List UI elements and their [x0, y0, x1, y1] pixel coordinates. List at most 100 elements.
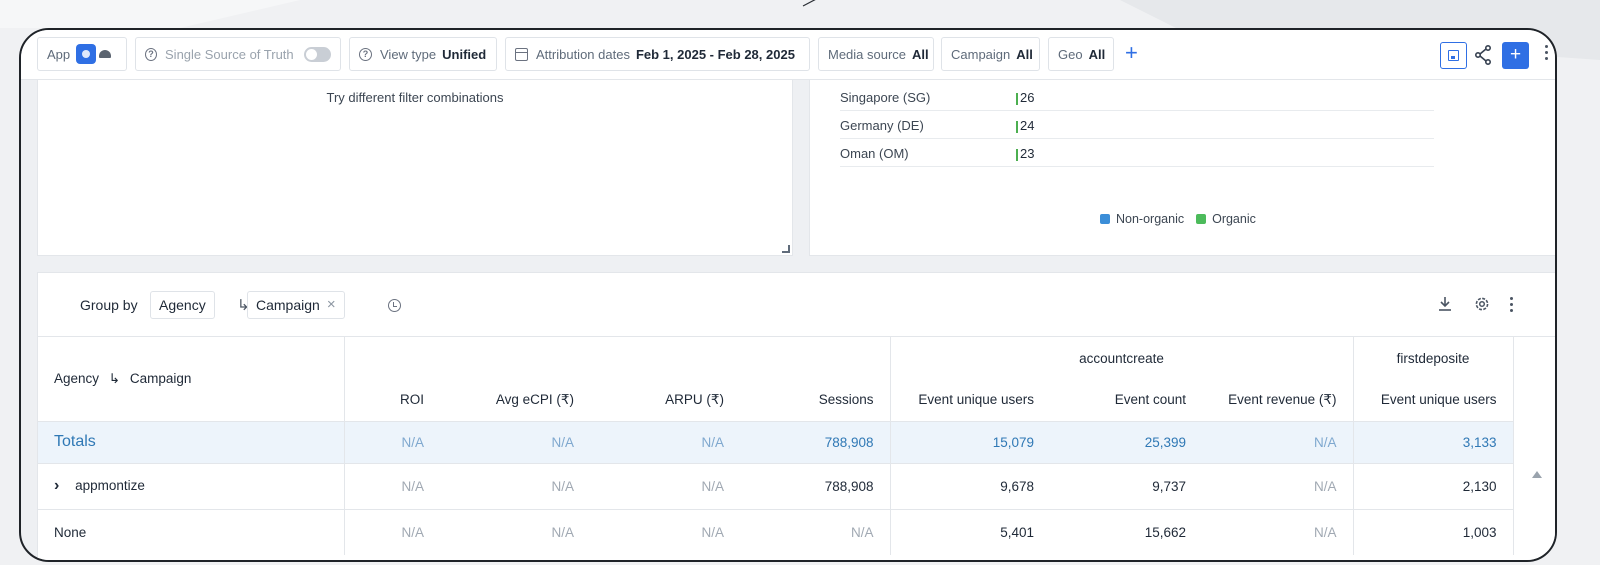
cell-ecpi: N/A [440, 508, 590, 555]
legend-non-organic[interactable]: Non-organic [1116, 212, 1185, 226]
remove-group-icon[interactable]: × [326, 296, 336, 313]
legend-swatch-organic [1196, 214, 1207, 224]
col-ecpi[interactable]: Avg eCPI (₹) [495, 391, 574, 407]
geo-name: Oman (OM) [840, 146, 909, 161]
legend-organic[interactable]: Organic [1212, 212, 1256, 226]
view-type-value: Unified [442, 46, 487, 62]
col-fd-users[interactable]: Event unique users [1353, 379, 1514, 421]
geo-row: Oman (OM) 23 [840, 139, 1434, 167]
cell-ac-count: 25,399 [1050, 420, 1202, 463]
scroll-up-arrow-icon[interactable] [1532, 471, 1542, 478]
cell-arpu: N/A [590, 508, 740, 555]
more-options-icon[interactable] [1545, 45, 1549, 65]
row-label: appmontize [75, 478, 145, 493]
totals-label: Totals [38, 420, 345, 463]
android-icon [99, 50, 112, 58]
cell-ecpi: N/A [440, 420, 590, 463]
subgroup-arrow-icon: ↳ [108, 370, 121, 386]
table-group-header-row: Agency ↳ Campaign accountcreate firstdep… [38, 337, 1514, 421]
calendar-icon [515, 47, 528, 61]
group-by-agency-label: Agency [159, 297, 206, 313]
add-filter-button[interactable]: + [1125, 40, 1138, 65]
row-label-cell: None [38, 508, 345, 555]
ssot-toggle[interactable] [303, 46, 331, 62]
cell-arpu: N/A [590, 462, 740, 509]
totals-row: Totals N/A N/A N/A 788,908 15,079 25,399… [38, 420, 1514, 463]
help-icon: ? [145, 47, 158, 61]
cell-ac-users: 15,079 [890, 420, 1050, 463]
geo-breakdown-panel: Singapore (SG) 26 Germany (DE) 24 Oman (… [809, 80, 1555, 256]
subgroup-arrow-icon: ↳ [237, 297, 250, 314]
geo-value: 26 [1020, 90, 1035, 105]
cell-ac-users: 5,401 [890, 508, 1050, 555]
geo-bar [1016, 149, 1018, 161]
app-label: App [47, 46, 71, 62]
view-type-filter[interactable]: ? View type Unified [349, 37, 497, 71]
col-ac-revenue[interactable]: Event revenue (₹) [1202, 379, 1354, 421]
table-header-row: ROI Avg eCPI (₹) ARPU (₹) Sessions Event… [38, 379, 1514, 421]
gear-icon[interactable] [1473, 295, 1491, 313]
cell-ac-users: 9,678 [890, 462, 1050, 509]
cell-fd-users: 3,133 [1353, 420, 1514, 463]
campaign-value: All [1016, 46, 1033, 62]
empty-state-panel: Try different filter combinations [37, 80, 793, 256]
group-by-agency-chip[interactable]: Agency [150, 291, 215, 319]
cell-sessions: 788,908 [740, 462, 891, 509]
col-sessions[interactable]: Sessions [740, 379, 891, 421]
legend-swatch-non-organic [1100, 214, 1110, 224]
media-source-value: All [912, 46, 929, 62]
download-icon[interactable] [1438, 295, 1452, 313]
cell-fd-users: 1,003 [1353, 508, 1514, 555]
ungrouped-header-cell [344, 337, 891, 379]
ssot-toggle-chip[interactable]: ? Single Source of Truth [135, 37, 341, 71]
empty-state-message: Try different filter combinations [326, 90, 504, 105]
col-ac-count[interactable]: Event count [1114, 392, 1186, 408]
col-ac-users[interactable]: Event unique users [918, 392, 1034, 408]
add-widget-button[interactable]: + [1502, 42, 1529, 69]
resize-handle-icon[interactable] [782, 245, 790, 253]
table-row[interactable]: None N/A N/A N/A N/A 5,401 15,662 N/A 1,… [38, 508, 1514, 555]
cell-ac-count: 9,737 [1050, 462, 1202, 509]
row-label-cell[interactable]: › appmontize [38, 462, 345, 509]
firstdeposite-group-header: firstdeposite [1353, 337, 1514, 379]
table-more-options-icon[interactable] [1510, 297, 1514, 315]
cell-ac-revenue: N/A [1202, 508, 1354, 555]
cell-sessions: 788,908 [740, 420, 891, 463]
col-roi[interactable]: ROI [399, 392, 424, 408]
chart-legend: Non-organic Organic [1100, 212, 1256, 226]
group-by-bar: Group by Agency ↳ Campaign × [38, 273, 1555, 337]
campaign-header-label: Campaign [129, 370, 192, 386]
history-icon[interactable] [388, 299, 401, 312]
data-table-card: Group by Agency ↳ Campaign × [37, 272, 1555, 560]
attribution-dates-filter[interactable]: Attribution dates Feb 1, 2025 - Feb 28, … [505, 37, 810, 71]
app-selector[interactable]: App [37, 37, 127, 71]
attribution-label: Attribution dates [536, 46, 630, 62]
geo-filter[interactable]: Geo All [1048, 37, 1114, 71]
campaign-label: Campaign [951, 46, 1011, 62]
cell-roi: N/A [344, 462, 440, 509]
agency-header-label: Agency [54, 370, 100, 386]
cell-ecpi: N/A [440, 462, 590, 509]
save-report-button[interactable] [1440, 42, 1467, 69]
geo-value: 23 [1020, 146, 1035, 161]
media-source-label: Media source [828, 46, 907, 62]
geo-row: Singapore (SG) 26 [840, 83, 1434, 111]
ssot-label: Single Source of Truth [165, 46, 294, 62]
group-by-campaign-chip[interactable]: Campaign × [247, 291, 345, 319]
agency-campaign-header[interactable]: Agency ↳ Campaign [38, 337, 345, 421]
table-row[interactable]: › appmontize N/A N/A N/A 788,908 9,678 9… [38, 462, 1514, 509]
media-source-filter[interactable]: Media source All [818, 37, 934, 71]
filter-bar: App ? Single Source of Truth ? View type… [21, 30, 1555, 80]
expand-chevron-icon[interactable]: › [54, 477, 60, 494]
geo-value: 24 [1020, 118, 1035, 133]
col-arpu[interactable]: ARPU (₹) [665, 391, 724, 407]
save-icon [1448, 50, 1459, 61]
app-window: App ? Single Source of Truth ? View type… [19, 28, 1557, 562]
app-logo-icon [76, 44, 97, 64]
campaign-filter[interactable]: Campaign All [941, 37, 1040, 71]
accountcreate-group-header: accountcreate [890, 337, 1354, 379]
share-icon[interactable] [1474, 43, 1492, 67]
geo-row: Germany (DE) 24 [840, 111, 1434, 139]
help-icon: ? [359, 47, 372, 61]
view-type-label: View type [380, 46, 437, 62]
